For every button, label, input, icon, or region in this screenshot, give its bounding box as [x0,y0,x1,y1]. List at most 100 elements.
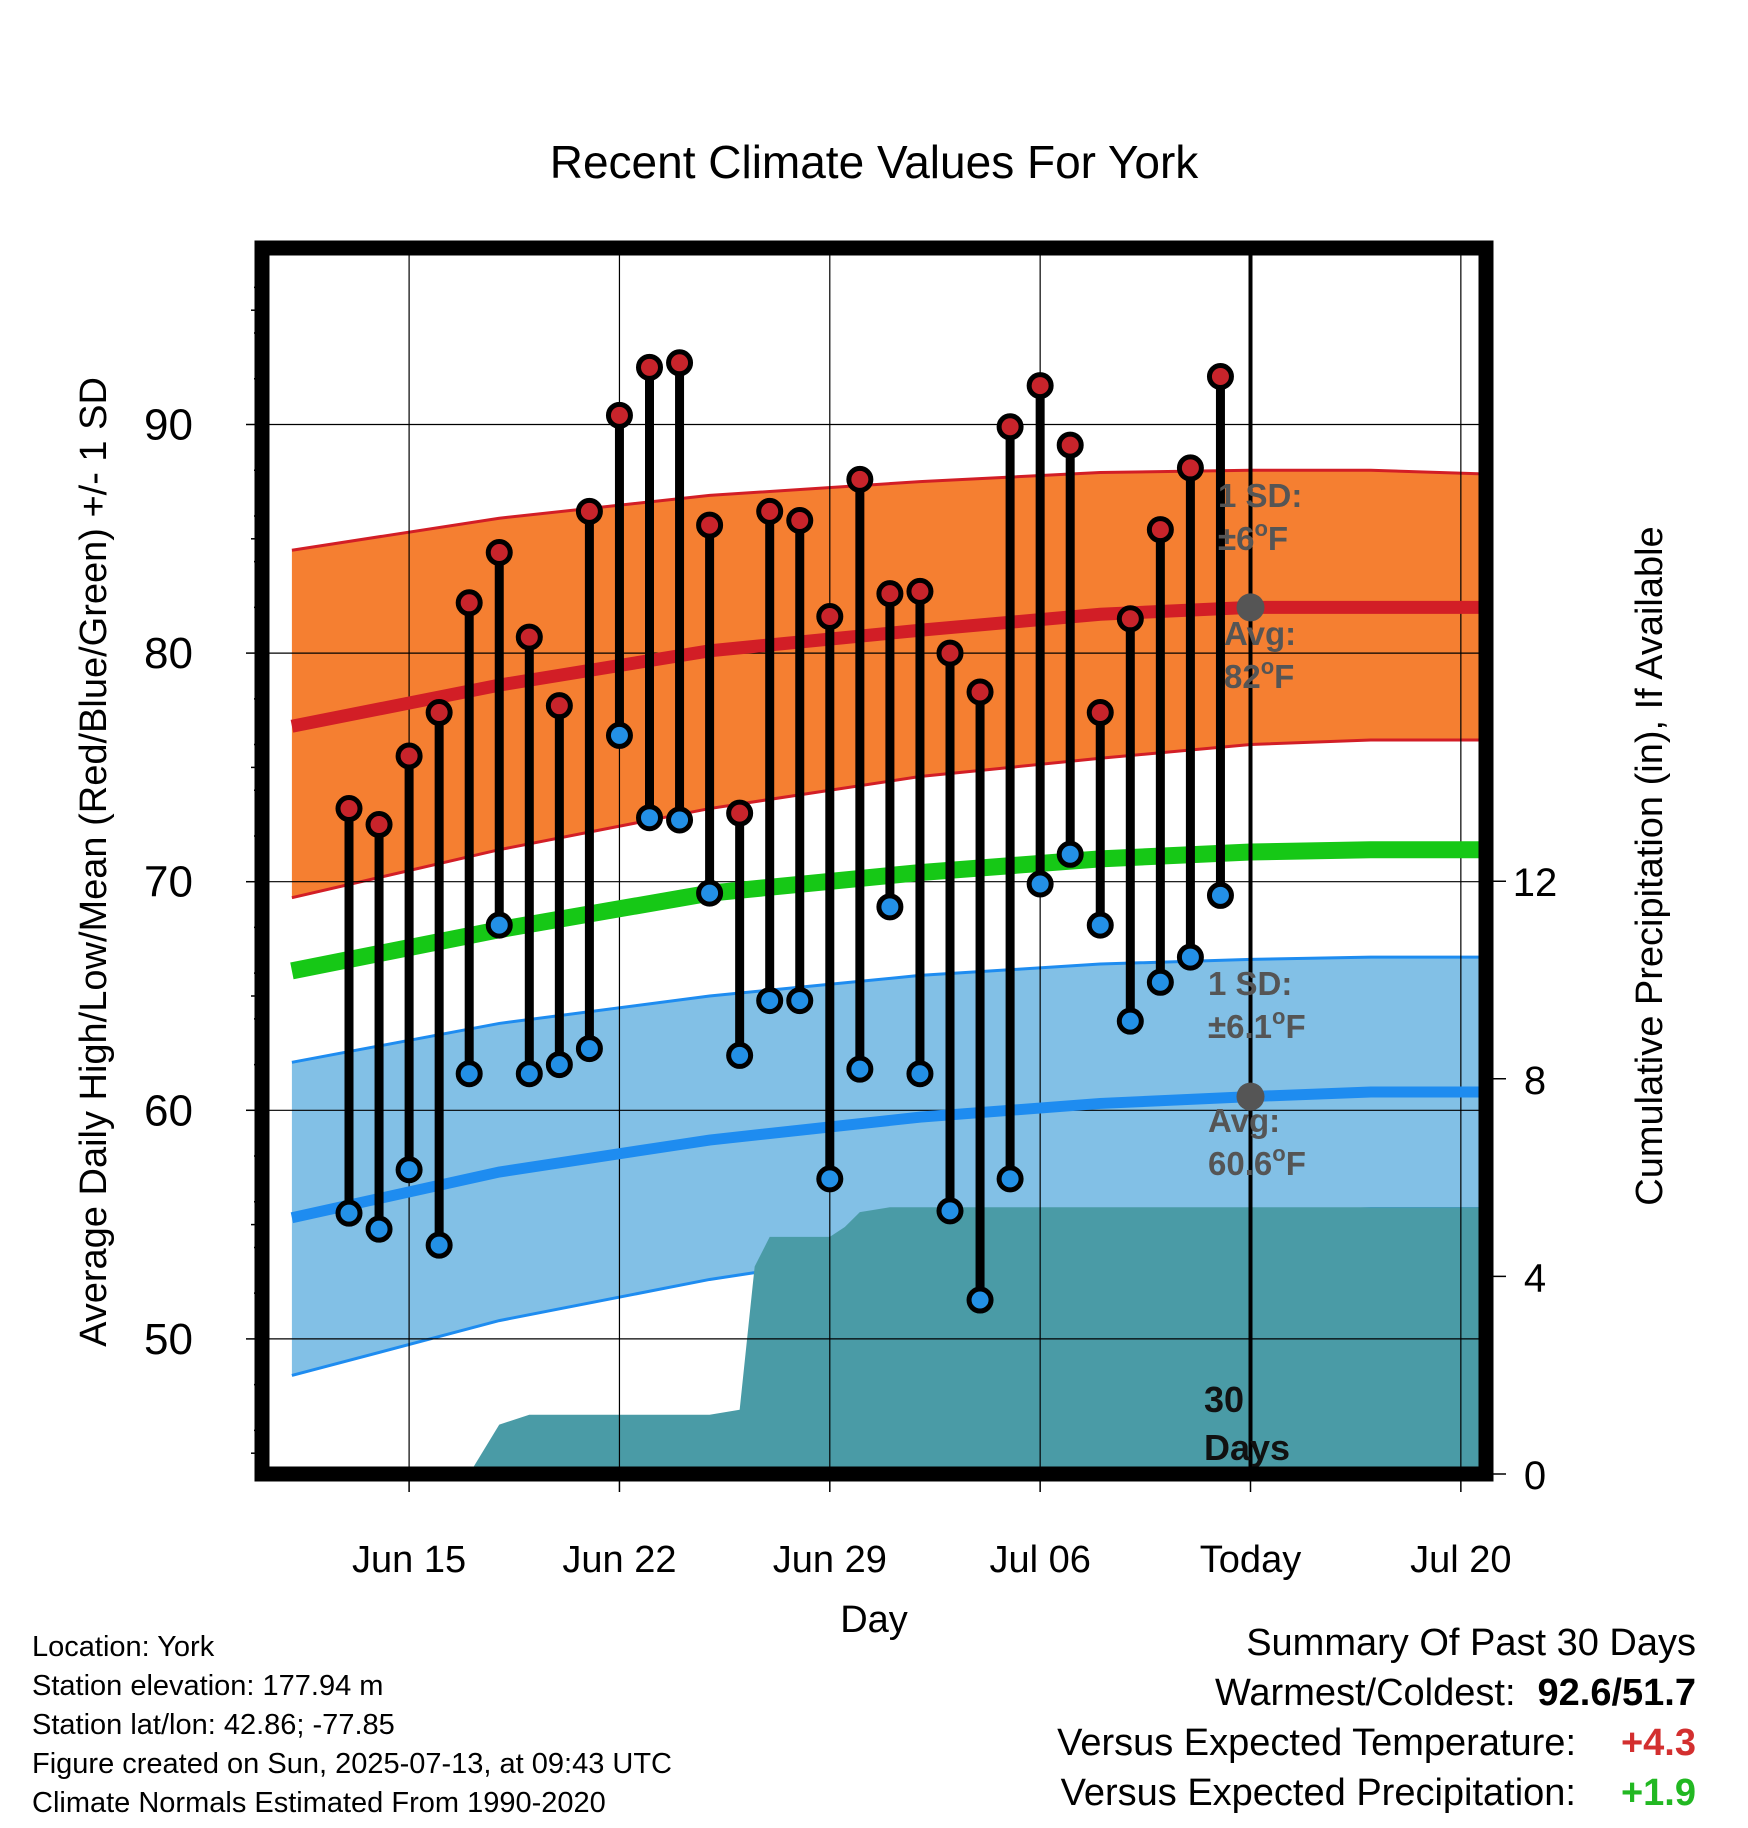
high-temp-point [395,742,423,770]
low-temp-point [1206,881,1234,909]
low-temp-point [605,721,633,749]
high-temp-point [1206,362,1234,390]
high-temp-point [425,699,453,727]
x-tick-label: Jul 06 [989,1539,1090,1581]
low-temp-point [756,987,784,1015]
x-tick-label: Jun 15 [352,1539,466,1581]
high-temp-point [876,580,904,608]
low-temp-point [395,1156,423,1184]
low-temp-point [846,1055,874,1083]
low-temp-point [726,1041,754,1069]
low-temp-point [786,987,814,1015]
low-sd-annotation-line1: 1 SD: [1208,965,1292,1002]
low-temp-point [575,1035,603,1063]
high-temp-point [365,811,393,839]
high-temp-point [1146,516,1174,544]
high-temp-point [996,413,1024,441]
summary-heading: Summary Of Past 30 Days [1246,1622,1696,1664]
high-temp-point [636,353,663,381]
low-temp-point [1086,911,1114,939]
y-tick-label: 50 [144,1315,193,1364]
low-avg-annotation-line1: Avg: [1208,1102,1280,1139]
high-avg-annotation-line1: Avg: [1224,615,1296,652]
low-temp-point [485,911,513,939]
created-text: Figure created on Sun, 2025-07-13, at 09… [32,1748,672,1780]
low-temp-point [515,1060,543,1088]
elevation-text: Station elevation: 177.94 m [32,1670,384,1702]
low-temp-point [636,804,663,832]
low-temp-point [816,1165,844,1193]
high-avg-annotation-line2: 82oF [1224,654,1294,695]
y-tick-label: 90 [144,401,193,450]
x-axis-title: Day [840,1599,908,1641]
low-temp-point [666,806,694,834]
low-temp-point [1026,870,1054,898]
x-tick-label: Jul 20 [1410,1539,1511,1581]
low-temp-point [545,1051,573,1079]
y-tick-label: 80 [144,629,193,678]
warm-cold-label: Warmest/Coldest: [1214,1672,1516,1714]
high-sd-annotation-line1: 1 SD: [1218,477,1302,514]
low-temp-point [455,1060,483,1088]
low-temp-point [1056,840,1084,868]
y2-tick-label: 8 [1524,1059,1546,1103]
low-temp-point [996,1165,1024,1193]
location-text: Location: York [32,1631,215,1663]
x-tick-label: Jun 29 [773,1539,887,1581]
high-temp-point [1176,454,1204,482]
low-temp-point [365,1215,393,1243]
plot-area [262,248,1486,1474]
latlon-text: Station lat/lon: 42.86; -77.85 [32,1709,395,1741]
low-temp-point [1146,968,1174,996]
high-temp-point [666,349,694,377]
high-temp-point [1086,699,1114,727]
y2-tick-label: 0 [1524,1454,1546,1498]
high-temp-point [515,623,543,651]
temp-value: +4.3 [1620,1722,1696,1764]
high-temp-point [1026,372,1054,400]
low-temp-point [906,1060,934,1088]
x-tick-label: Jun 22 [562,1539,676,1581]
warm-cold-value: 92.6/51.7 [1537,1672,1696,1714]
high-temp-point [846,465,874,493]
low-temp-point [335,1199,363,1227]
today-normal-high-marker [1236,593,1265,622]
days-annotation-line2: Days [1204,1427,1290,1468]
precip-label: Versus Expected Precipitation: [1060,1772,1576,1814]
cumulative-precipitation-area [291,1207,1486,1474]
high-temp-point [335,795,363,823]
y-tick-label: 70 [144,858,193,907]
high-temp-point [756,497,784,525]
precip-value: +1.9 [1620,1772,1696,1814]
high-temp-point [906,577,934,605]
high-temp-point [575,497,603,525]
temp-row: Versus Expected Temperature: +4.3 [1057,1718,1696,1768]
warm-cold-row: Warmest/Coldest: 92.6/51.7 [1057,1668,1696,1718]
high-temp-point [605,401,633,429]
y2-tick-label: 12 [1513,861,1558,905]
high-temp-point [936,639,964,667]
x-tick-label: Today [1200,1539,1301,1581]
low-temp-point [1176,943,1204,971]
high-temp-point [1116,605,1144,633]
low-temp-point [876,893,904,921]
y2-axis-title: Cumulative Precipitation (in), If Availa… [1629,526,1671,1205]
high-temp-point [816,603,844,631]
low-temp-point [425,1231,453,1259]
high-temp-point [966,678,994,706]
high-temp-point [545,692,573,720]
today-normal-low-marker [1236,1082,1265,1111]
high-temp-point [1056,431,1084,459]
precip-row: Versus Expected Precipitation: +1.9 [1057,1768,1696,1818]
days-annotation-line1: 30 [1204,1379,1244,1420]
low-avg-annotation-line2: 60.6oF [1208,1141,1306,1182]
station-info: Location: York Station elevation: 177.94… [32,1628,672,1823]
high-temp-point [696,511,724,539]
low-temp-point [936,1197,964,1225]
y2-tick-label: 4 [1524,1256,1546,1300]
y-axis-title: Average Daily High/Low/Mean (Red/Blue/Gr… [73,377,115,1347]
high-temp-point [726,799,754,827]
low-temp-point [696,879,724,907]
chart-title: Recent Climate Values For York [549,136,1199,188]
